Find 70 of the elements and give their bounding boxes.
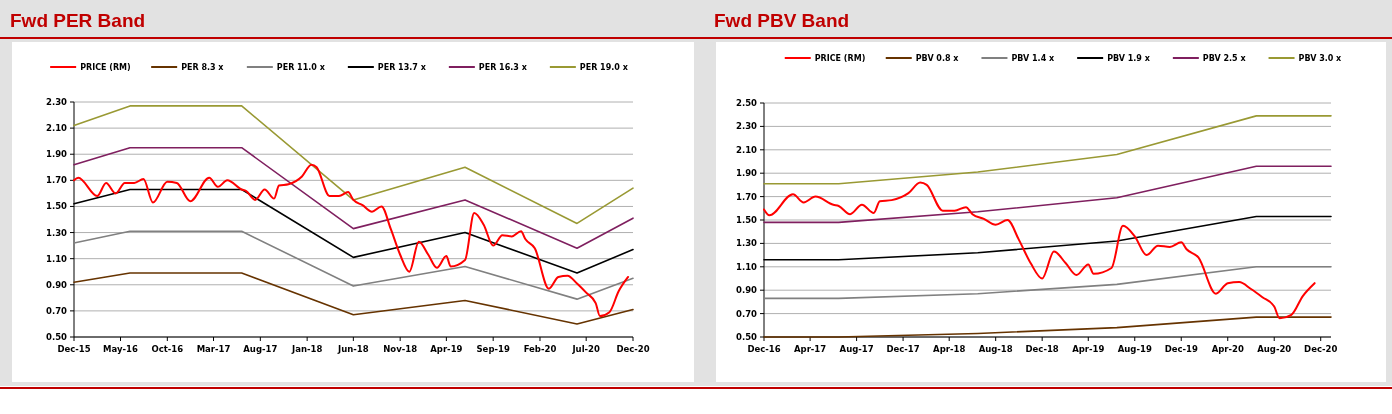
x-tick-label: Dec-18: [1025, 344, 1059, 354]
line-series: [763, 165, 1332, 224]
y-tick-label: 1.10: [736, 261, 758, 272]
x-tick-label: Mar-17: [196, 344, 231, 354]
y-tick-label: 0.50: [46, 331, 68, 342]
y-tick-label: 0.50: [736, 331, 758, 342]
legend-label: PER 11.0 x: [276, 62, 326, 72]
x-tick-label: Apr-20: [1211, 344, 1244, 354]
y-tick-label: 0.90: [46, 279, 68, 290]
y-tick-label: 1.70: [736, 191, 758, 202]
x-tick-label: Dec-20: [1304, 344, 1338, 354]
line-series: [73, 230, 634, 300]
x-tick-label: Apr-17: [794, 344, 827, 354]
line-series: [73, 146, 634, 250]
y-tick-label: 1.30: [46, 227, 68, 238]
x-tick-label: Jun-18: [337, 344, 369, 354]
line-series: [73, 105, 634, 225]
line-series: [763, 181, 1316, 320]
y-tick-label: 2.50: [736, 97, 758, 108]
x-tick-label: Dec-15: [57, 344, 91, 354]
x-tick-label: May-16: [103, 344, 138, 354]
legend-label: PER 19.0 x: [579, 62, 629, 72]
legend-label: PRICE (RM): [814, 53, 866, 63]
chart-title: Fwd PER Band: [10, 10, 146, 31]
chart-title: Fwd PBV Band: [714, 10, 850, 31]
y-tick-label: 0.70: [46, 305, 68, 316]
y-tick-label: 2.30: [46, 96, 68, 107]
x-tick-label: Oct-16: [151, 344, 184, 354]
line-series: [73, 163, 630, 318]
x-tick-label: Aug-20: [1257, 344, 1292, 354]
x-tick-label: Aug-17: [839, 344, 874, 354]
legend-label: PER 8.3 x: [181, 62, 225, 72]
line-series: [763, 266, 1332, 300]
x-tick-label: Sep-19: [476, 344, 510, 354]
legend-label: PBV 3.0 x: [1298, 53, 1343, 63]
x-tick-label: Jul-20: [571, 344, 601, 354]
y-tick-label: 2.10: [46, 123, 68, 134]
y-tick-label: 1.10: [46, 253, 68, 264]
line-series: [763, 115, 1332, 185]
x-tick-label: Aug-18: [978, 344, 1013, 354]
y-tick-label: 0.90: [736, 285, 758, 296]
y-tick-label: 2.10: [736, 144, 758, 155]
x-tick-label: Apr-19: [430, 344, 463, 354]
x-tick-label: Aug-17: [243, 344, 278, 354]
x-tick-label: Apr-18: [933, 344, 966, 354]
y-tick-label: 1.70: [46, 175, 68, 186]
x-tick-label: Dec-19: [1164, 344, 1198, 354]
x-tick-label: Dec-17: [886, 344, 920, 354]
x-tick-label: Jan-18: [290, 344, 323, 354]
y-tick-label: 0.70: [736, 308, 758, 319]
y-tick-label: 1.30: [736, 238, 758, 249]
legend-label: PBV 1.9 x: [1107, 53, 1151, 63]
legend-label: PBV 0.8 x: [915, 53, 960, 63]
legend-label: PBV 2.5 x: [1202, 53, 1247, 63]
y-tick-label: 1.50: [46, 201, 68, 212]
legend-label: PBV 1.4 x: [1011, 53, 1056, 63]
y-tick-label: 1.50: [736, 214, 758, 225]
y-tick-label: 1.90: [46, 149, 68, 160]
x-tick-label: Feb-20: [523, 344, 557, 354]
legend-label: PRICE (RM): [80, 62, 131, 72]
x-tick-label: Nov-18: [383, 344, 418, 354]
y-tick-label: 1.90: [736, 168, 758, 179]
x-tick-label: Dec-20: [616, 344, 650, 354]
line-series: [73, 272, 634, 325]
y-tick-label: 2.30: [736, 121, 758, 132]
x-tick-label: Apr-19: [1072, 344, 1105, 354]
x-tick-label: Dec-16: [747, 344, 781, 354]
legend-label: PER 16.3 x: [478, 62, 528, 72]
x-tick-label: Aug-19: [1117, 344, 1152, 354]
legend-label: PER 13.7 x: [377, 62, 427, 72]
